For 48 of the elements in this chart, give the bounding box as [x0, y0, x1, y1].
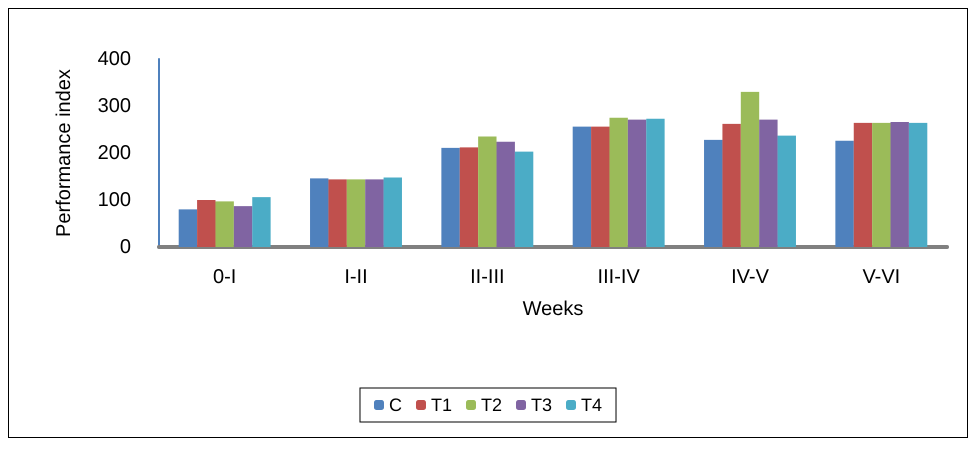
- bar: [252, 197, 271, 247]
- x-tick-label: II-III: [470, 266, 505, 288]
- legend-label: T4: [581, 395, 602, 415]
- bar: [460, 147, 478, 247]
- bar: [835, 140, 854, 247]
- bar: [310, 178, 328, 247]
- bar: [628, 120, 646, 247]
- bar: [328, 179, 347, 247]
- bar: [346, 179, 366, 247]
- x-tick-label: 0-I: [212, 266, 236, 288]
- bar: [478, 136, 497, 247]
- x-tick-label: IV-V: [731, 266, 770, 288]
- bar: [704, 140, 722, 247]
- bar: [365, 179, 384, 247]
- bar: [740, 92, 760, 247]
- y-tick-label: 400: [98, 48, 131, 70]
- y-tick-label: 200: [98, 142, 131, 164]
- bar: [890, 122, 909, 247]
- bar: [759, 120, 778, 247]
- bar: [441, 148, 460, 247]
- bar: [854, 122, 872, 247]
- bar: [234, 206, 252, 247]
- y-tick-label: 100: [98, 189, 131, 211]
- y-axis-title: Performance index: [53, 69, 75, 237]
- bar: [722, 124, 741, 247]
- bar: [197, 200, 216, 247]
- x-axis-title: Weeks: [522, 298, 584, 320]
- bar: [215, 201, 234, 247]
- bar: [384, 177, 402, 247]
- bar: [872, 122, 891, 247]
- bar: [646, 118, 665, 247]
- y-tick-label: 0: [120, 236, 131, 258]
- bar: [514, 152, 534, 247]
- bar: [609, 118, 628, 247]
- bar: [908, 122, 928, 247]
- bar: [496, 142, 515, 247]
- bar: [778, 136, 796, 247]
- legend-label: T1: [430, 395, 452, 415]
- legend-label: C: [388, 395, 402, 415]
- x-tick-label: V-VI: [862, 266, 900, 288]
- y-tick-label: 300: [98, 95, 131, 117]
- bar: [178, 209, 198, 247]
- bar: [572, 126, 592, 247]
- x-tick-label: I-II: [344, 266, 368, 288]
- legend-label: T2: [480, 395, 502, 415]
- x-tick-label: III-IV: [598, 266, 640, 288]
- bar: [591, 126, 610, 247]
- legend-label: T3: [531, 395, 552, 415]
